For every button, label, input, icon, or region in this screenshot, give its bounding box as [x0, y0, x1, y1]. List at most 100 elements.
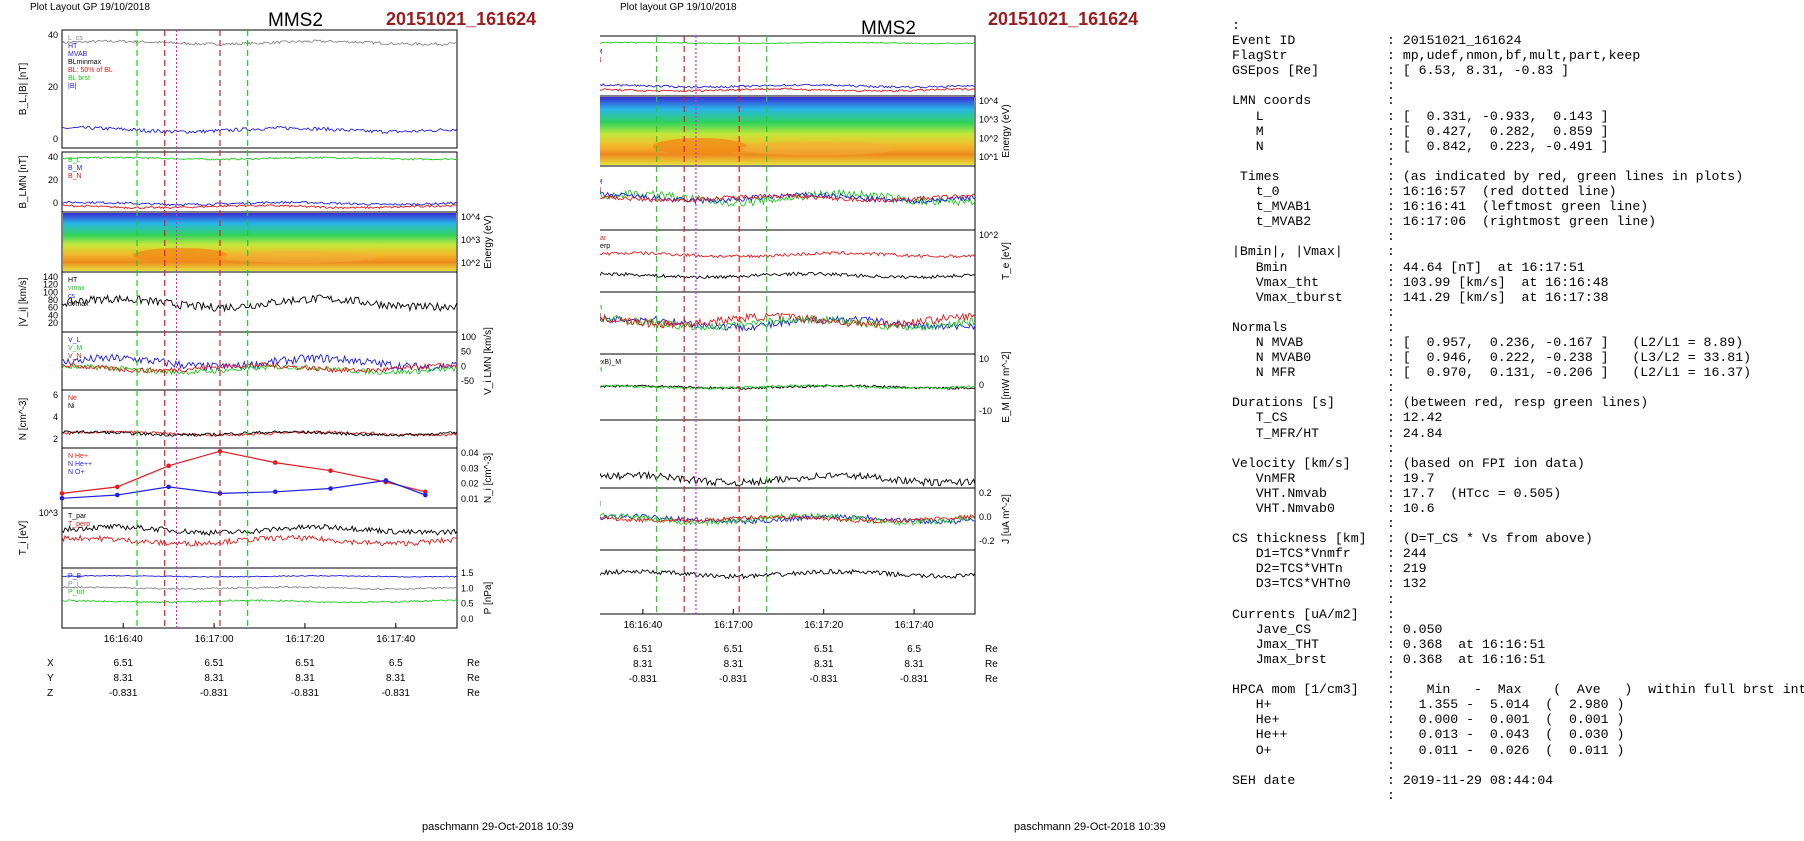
y-tick-label: 10^2	[979, 230, 998, 240]
y-tick-label: 40	[48, 30, 58, 40]
info-line: Vmax_tburst: 141.29 [km/s] at 16:17:38	[1232, 290, 1802, 305]
info-key: t_MVAB2	[1232, 214, 1312, 230]
series-marker	[383, 478, 389, 483]
pos-unit: Re	[467, 688, 480, 699]
series-marker	[273, 489, 278, 495]
info-line: L: [ 0.331, -0.933, 0.143 ]	[1232, 109, 1802, 124]
series-marker	[59, 495, 65, 501]
series-marker	[328, 468, 333, 474]
pos-value: 8.31	[904, 659, 924, 670]
info-value: : 141.29 [km/s] at 16:17:38	[1387, 289, 1609, 305]
info-line: Normals:	[1232, 320, 1802, 335]
info-value: : 44.64 [nT] at 16:17:51	[1387, 259, 1585, 275]
pos-unit: Re	[467, 658, 480, 669]
pos-value: 6.5	[907, 644, 921, 655]
info-key: L	[1232, 108, 1264, 124]
legend-entry: B_M	[600, 49, 603, 56]
legend-entry: |B|	[68, 83, 76, 90]
panel-EM: 10 0 -10 E_M [mW m^-2] -(VexB)_ME_M	[600, 351, 1012, 423]
panel-frame	[61, 567, 458, 629]
info-line: Vmax_tht: 103.99 [km/s] at 16:16:48	[1232, 275, 1802, 290]
y-tick-label: 0	[53, 198, 58, 208]
pos-value: -0.831	[900, 674, 929, 685]
y-tick-label: 10^3	[461, 235, 480, 245]
info-line: LMN coords:	[1232, 93, 1802, 108]
series-line	[61, 430, 458, 437]
info-value: : [ 0.970, 0.131, -0.206 ] (L2/L1 = 16.3…	[1387, 365, 1752, 381]
pos-unit: Re	[467, 673, 480, 684]
y-axis-label: E_M [mW m^-2]	[1001, 351, 1012, 423]
info-key: Times	[1232, 168, 1280, 184]
time-tick-label: 16:17:40	[895, 620, 934, 631]
left-spacecraft-title: MMS2	[268, 10, 323, 31]
info-key: LMN coords	[1232, 93, 1312, 109]
pos-value: 6.51	[814, 644, 834, 655]
pos-value: -0.831	[719, 674, 748, 685]
y-tick-label: 20	[48, 175, 58, 185]
info-key: :	[1232, 18, 1240, 33]
info-value: : 0.050	[1387, 621, 1443, 637]
y-tick-label: 0	[53, 134, 58, 144]
info-line: Times: (as indicated by red, green lines…	[1232, 169, 1802, 184]
series-marker	[423, 489, 428, 495]
series-marker	[59, 491, 65, 496]
info-line: D2=TCS*VHTn: 219	[1232, 561, 1802, 576]
y-tick-label: 4	[53, 412, 58, 422]
y-tick-label: -0.2	[979, 536, 995, 546]
legend-entry: vmax	[68, 285, 85, 292]
panel-frame	[61, 389, 458, 449]
series-line	[61, 429, 458, 437]
legend-entry: V_L	[68, 337, 81, 344]
legend-entry: HT	[68, 277, 78, 284]
legend-entry: V_L	[600, 171, 601, 178]
legend-entry: Ne	[68, 395, 77, 402]
info-value: : [ 0.946, 0.222, -0.238 ] (L3/L2 = 33.8…	[1387, 350, 1752, 366]
panel-ViLMN: 100 50 0 -50 V_i LMN [km/s] V_LV_MV_N	[61, 327, 494, 395]
y-axis-label: T_i [eV]	[18, 521, 29, 556]
pos-value: 8.31	[814, 659, 834, 670]
info-key: H+	[1232, 697, 1272, 713]
legend-entry: dvmax	[68, 301, 89, 308]
y-axis-label: V_i LMN [km/s]	[483, 327, 494, 395]
spectrogram-hotspot	[739, 141, 897, 156]
y-tick-label: -50	[461, 376, 474, 386]
series-marker	[423, 492, 428, 498]
info-key: Durations [s]	[1232, 395, 1335, 411]
pos-unit: Re	[985, 659, 998, 670]
time-tick-label: 16:17:20	[804, 620, 843, 631]
legend-entry: Ni	[68, 403, 75, 410]
panel-frame	[600, 549, 976, 615]
pos-value: 6.51	[204, 658, 224, 669]
series-line	[600, 312, 976, 330]
panel-JE: 0.40.20.0-0.2-0.4-0.6J*E' [nW m^-3]J*E'	[600, 549, 976, 615]
y-tick-label: 1.5	[461, 568, 474, 578]
info-line: Velocity [km/s]: (based on FPI ion data)	[1232, 456, 1802, 471]
info-key: Event ID	[1232, 33, 1296, 49]
info-value: : [ 0.842, 0.223, -0.491 ]	[1387, 138, 1609, 154]
info-value: : 10.6	[1387, 501, 1435, 516]
legend-entry: B_M	[68, 165, 83, 172]
info-value: : 132	[1387, 576, 1427, 592]
y-tick-label: 0	[461, 361, 466, 371]
series-line	[600, 470, 976, 487]
info-value: :	[1387, 380, 1395, 396]
series-line	[600, 250, 976, 259]
spectrogram	[63, 213, 456, 271]
series-marker	[166, 463, 171, 469]
info-line: VHT.Nmvab: 17.7 (HTcc = 0.505)	[1232, 486, 1802, 501]
info-value: :	[1387, 606, 1395, 622]
y-tick-label: 10^1	[979, 152, 998, 162]
info-key: Normals	[1232, 319, 1288, 335]
legend-entry: E_L	[600, 297, 601, 304]
info-key: O+	[1232, 742, 1272, 758]
info-line: :	[1232, 18, 1802, 33]
panel-JLMN: 0.20.0-0.2J [uA m^-2]J_LJ_MJ_N	[600, 487, 1012, 551]
time-tick-label: 16:17:20	[285, 634, 324, 645]
series-line	[61, 294, 458, 313]
info-line: :	[1232, 154, 1802, 169]
series-line	[61, 203, 458, 210]
panel-frame	[61, 331, 458, 391]
legend-entry: BLminmax	[68, 59, 102, 66]
